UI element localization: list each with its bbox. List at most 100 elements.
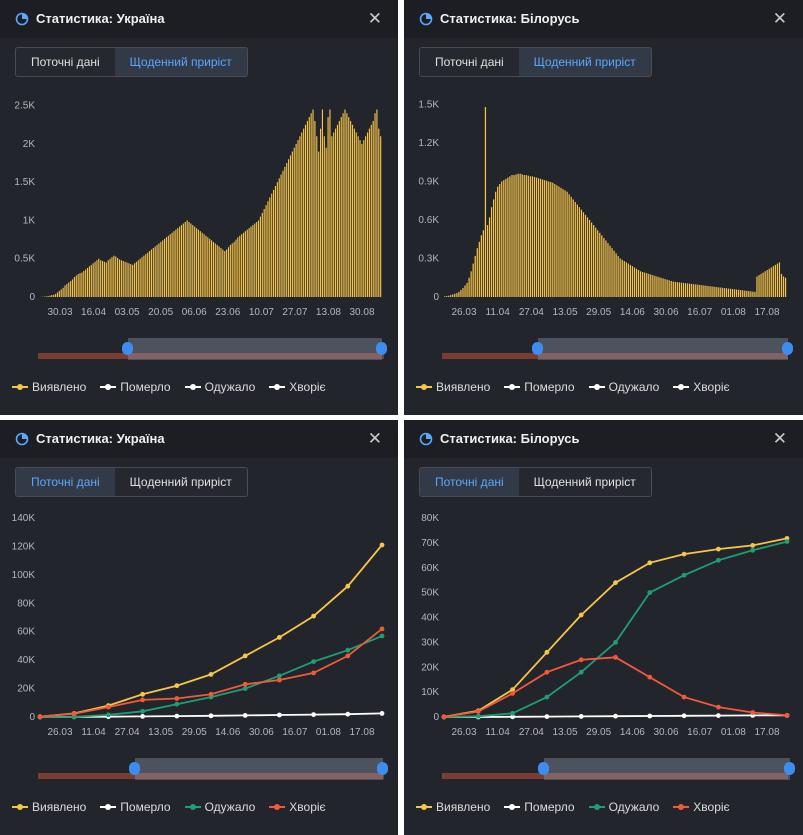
- point-detected[interactable]: [277, 635, 282, 640]
- bar-daily-cases[interactable]: [493, 199, 495, 297]
- bar-daily-cases[interactable]: [525, 175, 527, 297]
- navigator-right-handle[interactable]: [376, 342, 387, 355]
- bar-daily-cases[interactable]: [224, 251, 226, 297]
- bar-daily-cases[interactable]: [509, 176, 511, 297]
- bar-daily-cases[interactable]: [513, 175, 515, 297]
- bar-daily-cases[interactable]: [505, 178, 507, 297]
- navigator-left-handle[interactable]: [532, 342, 543, 355]
- bar-daily-cases[interactable]: [666, 279, 668, 297]
- bar-daily-cases[interactable]: [772, 266, 774, 297]
- bar-daily-cases[interactable]: [776, 263, 779, 297]
- bar-daily-cases[interactable]: [780, 273, 783, 297]
- bar-daily-cases[interactable]: [544, 180, 546, 297]
- bar-daily-cases[interactable]: [164, 238, 166, 297]
- bar-daily-cases[interactable]: [103, 261, 106, 297]
- bar-daily-cases[interactable]: [623, 261, 625, 297]
- bar-daily-cases[interactable]: [537, 178, 540, 297]
- bar-daily-cases[interactable]: [517, 173, 519, 297]
- bar-daily-cases[interactable]: [355, 132, 357, 297]
- bar-daily-cases[interactable]: [454, 293, 456, 297]
- navigator-window[interactable]: [128, 338, 382, 360]
- bar-daily-cases[interactable]: [271, 193, 273, 297]
- bar-daily-cases[interactable]: [676, 282, 678, 297]
- bar-daily-cases[interactable]: [629, 264, 632, 297]
- bar-daily-cases[interactable]: [378, 128, 380, 297]
- bar-daily-cases[interactable]: [86, 267, 89, 297]
- legend-item-sick[interactable]: Хворіє: [673, 380, 730, 394]
- point-died[interactable]: [510, 714, 515, 720]
- bar-daily-cases[interactable]: [444, 296, 446, 297]
- point-detected[interactable]: [578, 612, 584, 618]
- bar-daily-cases[interactable]: [568, 194, 570, 297]
- bar-daily-cases[interactable]: [363, 140, 365, 297]
- bar-daily-cases[interactable]: [278, 178, 280, 297]
- bar-daily-cases[interactable]: [77, 274, 79, 297]
- bar-daily-cases[interactable]: [466, 282, 468, 297]
- bar-daily-cases[interactable]: [654, 275, 656, 297]
- bar-daily-cases[interactable]: [727, 288, 730, 297]
- bar-daily-cases[interactable]: [660, 277, 662, 297]
- bar-daily-cases[interactable]: [66, 283, 68, 297]
- bar-daily-cases[interactable]: [456, 293, 458, 297]
- tab-daily-growth[interactable]: Щоденний приріст: [114, 468, 247, 496]
- bar-daily-cases[interactable]: [81, 272, 83, 297]
- navigator-window[interactable]: [544, 758, 790, 780]
- bar-daily-cases[interactable]: [222, 249, 224, 297]
- bar-daily-cases[interactable]: [562, 189, 564, 297]
- bar-daily-cases[interactable]: [162, 240, 164, 297]
- bar-daily-cases[interactable]: [546, 180, 548, 297]
- bar-daily-cases[interactable]: [738, 289, 740, 297]
- point-sick[interactable]: [37, 714, 43, 720]
- bar-daily-cases[interactable]: [147, 252, 149, 297]
- bar-daily-cases[interactable]: [254, 223, 256, 297]
- bar-daily-cases[interactable]: [448, 295, 450, 297]
- point-detected[interactable]: [174, 683, 180, 689]
- point-died[interactable]: [681, 713, 687, 719]
- navigator-right-handle[interactable]: [782, 342, 793, 355]
- bar-daily-cases[interactable]: [605, 240, 607, 297]
- point-sick[interactable]: [345, 653, 351, 659]
- bar-daily-cases[interactable]: [642, 271, 644, 297]
- point-sick[interactable]: [379, 626, 385, 632]
- bar-daily-cases[interactable]: [558, 186, 560, 297]
- bar-daily-cases[interactable]: [237, 237, 239, 297]
- bar-daily-cases[interactable]: [674, 281, 676, 297]
- bar-daily-cases[interactable]: [754, 291, 756, 297]
- bar-daily-cases[interactable]: [111, 257, 113, 297]
- bar-daily-cases[interactable]: [241, 234, 243, 297]
- bar-daily-cases[interactable]: [90, 264, 92, 297]
- point-recovered[interactable]: [140, 708, 146, 714]
- point-sick[interactable]: [784, 712, 790, 718]
- bar-daily-cases[interactable]: [554, 184, 556, 297]
- bar-daily-cases[interactable]: [51, 295, 53, 297]
- bar-daily-cases[interactable]: [282, 170, 284, 297]
- bar-daily-cases[interactable]: [515, 174, 517, 297]
- bar-daily-cases[interactable]: [299, 136, 301, 297]
- bar-daily-cases[interactable]: [460, 289, 462, 297]
- bar-daily-cases[interactable]: [211, 240, 213, 297]
- bar-daily-cases[interactable]: [678, 282, 681, 297]
- bar-daily-cases[interactable]: [252, 225, 254, 297]
- point-recovered[interactable]: [647, 590, 653, 595]
- bar-daily-cases[interactable]: [304, 124, 307, 297]
- bar-daily-cases[interactable]: [175, 229, 177, 297]
- bar-daily-cases[interactable]: [711, 286, 713, 297]
- point-sick[interactable]: [544, 669, 550, 675]
- tab-daily-growth[interactable]: Щоденний приріст: [114, 48, 247, 76]
- bar-daily-cases[interactable]: [664, 279, 666, 297]
- point-died[interactable]: [379, 711, 385, 716]
- bar-daily-cases[interactable]: [760, 273, 762, 297]
- bar-daily-cases[interactable]: [350, 120, 352, 298]
- close-icon[interactable]: ✕: [772, 429, 787, 448]
- bar-daily-cases[interactable]: [233, 241, 235, 297]
- bar-daily-cases[interactable]: [782, 276, 785, 297]
- bar-daily-cases[interactable]: [580, 209, 583, 297]
- bar-daily-cases[interactable]: [680, 282, 683, 297]
- legend-item-recovered[interactable]: Одужало: [184, 380, 255, 394]
- bar-daily-cases[interactable]: [770, 267, 772, 297]
- point-detected[interactable]: [750, 543, 756, 548]
- bar-daily-cases[interactable]: [58, 290, 60, 297]
- bar-daily-cases[interactable]: [707, 285, 709, 297]
- bar-daily-cases[interactable]: [171, 232, 173, 297]
- bar-daily-cases[interactable]: [458, 291, 460, 297]
